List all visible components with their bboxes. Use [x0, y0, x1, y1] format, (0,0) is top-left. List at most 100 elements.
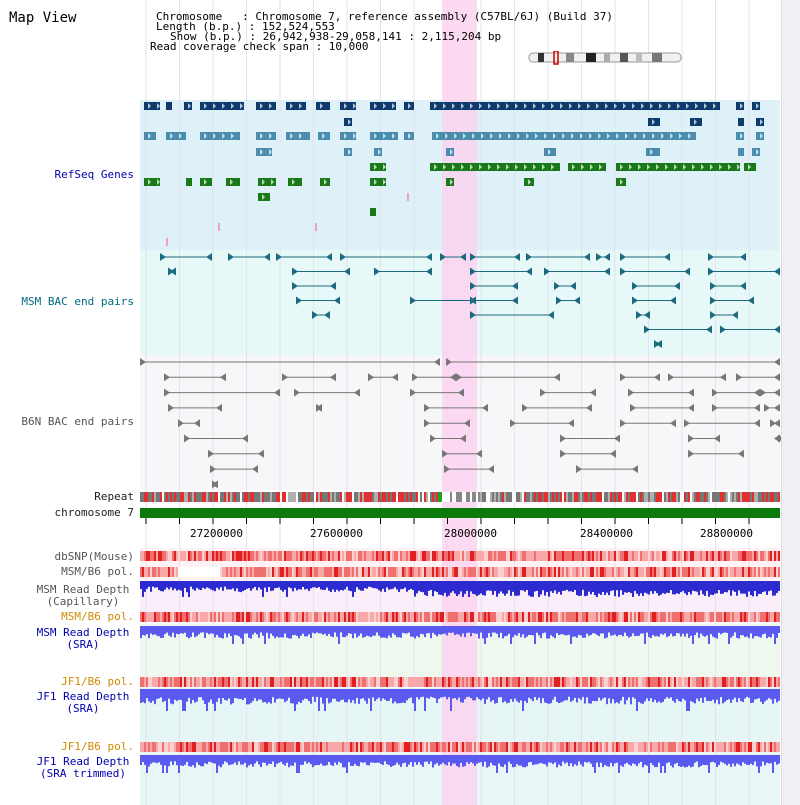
read-depth-bar	[626, 689, 628, 701]
polymorphism-cell	[506, 742, 508, 752]
read-depth-bar	[718, 755, 720, 765]
vertical-scrollbar[interactable]	[781, 0, 800, 805]
polymorphism-cell	[480, 567, 482, 577]
polymorphism-cell	[602, 742, 604, 752]
polymorphism-cell	[584, 677, 586, 687]
read-depth-bar	[186, 626, 188, 638]
polymorphism-cell	[326, 567, 328, 577]
polymorphism-cell	[434, 551, 436, 561]
read-depth-bar	[612, 755, 614, 767]
polymorphism-cell	[670, 612, 672, 622]
repeat-segment	[268, 492, 270, 502]
b6n-bac-pair-end	[446, 358, 452, 366]
read-depth-bar	[152, 581, 154, 587]
polymorphism-cell	[224, 567, 226, 577]
polymorphism-cell	[540, 612, 542, 622]
polymorphism-cell	[458, 612, 460, 622]
polymorphism-cell	[536, 612, 538, 622]
polymorphism-cell	[614, 742, 616, 752]
polymorphism-cell	[736, 567, 738, 577]
polymorphism-cell	[430, 677, 432, 687]
polymorphism-cell	[674, 612, 676, 622]
read-depth-bar	[676, 689, 678, 699]
refseq-gene-arrow	[374, 179, 377, 185]
read-depth-bar	[732, 689, 734, 700]
polymorphism-cell	[254, 567, 256, 577]
refseq-gene	[186, 178, 192, 186]
polymorphism-cell	[586, 742, 588, 752]
polymorphism-cell	[436, 612, 438, 622]
polymorphism-cell	[734, 677, 736, 687]
read-depth-bar	[564, 581, 566, 591]
polymorphism-cell	[242, 567, 244, 577]
polymorphism-cell	[582, 677, 584, 687]
polymorphism-cell	[192, 567, 194, 577]
polymorphism-cell	[344, 742, 346, 752]
read-depth-bar	[638, 689, 640, 702]
polymorphism-cell	[674, 742, 676, 752]
read-depth-bar	[316, 626, 318, 633]
read-depth-bar	[680, 689, 682, 702]
polymorphism-cell	[716, 567, 718, 577]
polymorphism-cell	[320, 612, 322, 622]
polymorphism-cell	[766, 551, 768, 561]
polymorphism-cell	[326, 677, 328, 687]
polymorphism-cell	[236, 742, 238, 752]
polymorphism-cell	[486, 742, 488, 752]
repeat-segment	[574, 492, 576, 502]
read-depth-bar	[606, 689, 608, 705]
read-depth-bar	[540, 755, 542, 763]
read-depth-bar	[658, 689, 660, 702]
read-depth-bar	[746, 581, 748, 597]
chromosome-ideogram[interactable]	[528, 51, 684, 65]
polymorphism-cell	[772, 612, 774, 622]
read-depth-bar	[686, 581, 688, 596]
polymorphism-cell	[448, 551, 450, 561]
polymorphism-cell	[338, 567, 340, 577]
polymorphism-cell	[144, 567, 146, 577]
read-depth-bar	[568, 689, 570, 697]
b6n-bac-pair-end	[488, 465, 494, 474]
read-depth-bar	[164, 581, 166, 590]
track-label-msm-depth-cap: MSM Read Depth	[36, 583, 130, 596]
b6n-bac-pair-end	[620, 419, 626, 428]
read-depth-bar	[170, 626, 172, 637]
read-depth-bar	[338, 689, 340, 702]
read-depth-bar	[178, 581, 180, 590]
refseq-gene-arrow	[262, 194, 265, 200]
read-depth-bar	[610, 755, 612, 763]
msm-bac-pair-end	[470, 296, 476, 305]
polymorphism-cell	[682, 612, 684, 622]
polymorphism-cell	[446, 612, 448, 622]
polymorphism-cell	[720, 677, 722, 687]
polymorphism-cell	[702, 551, 704, 561]
track-label-chromosome: chromosome 7	[54, 506, 134, 519]
read-depth-bar	[484, 581, 486, 596]
polymorphism-cell	[768, 742, 770, 752]
repeat-segment	[330, 492, 332, 502]
polymorphism-cell	[290, 742, 292, 752]
msm-bac-pair-end	[556, 296, 562, 305]
polymorphism-cell	[448, 567, 450, 577]
read-depth-bar	[724, 626, 726, 633]
msm-bac-pair-end	[620, 253, 626, 261]
read-depth-bar	[460, 755, 462, 763]
polymorphism-cell	[564, 567, 566, 577]
read-depth-bar	[252, 626, 254, 635]
polymorphism-cell	[256, 742, 258, 752]
read-depth-bar	[278, 755, 280, 763]
read-depth-bar	[666, 626, 668, 638]
read-depth-bar	[652, 689, 654, 703]
polymorphism-cell	[270, 742, 272, 752]
read-depth-bar	[362, 626, 364, 638]
read-depth-bar	[720, 755, 722, 762]
read-depth-bar	[250, 626, 252, 639]
read-depth-bar	[156, 626, 158, 636]
read-depth-bar	[376, 689, 378, 700]
read-depth-bar	[762, 755, 764, 762]
msm-bac-pair-end	[604, 253, 610, 261]
read-depth-bar	[468, 626, 470, 633]
polymorphism-cell	[358, 612, 360, 622]
polymorphism-cell	[654, 551, 656, 561]
read-depth-bar	[236, 755, 238, 765]
